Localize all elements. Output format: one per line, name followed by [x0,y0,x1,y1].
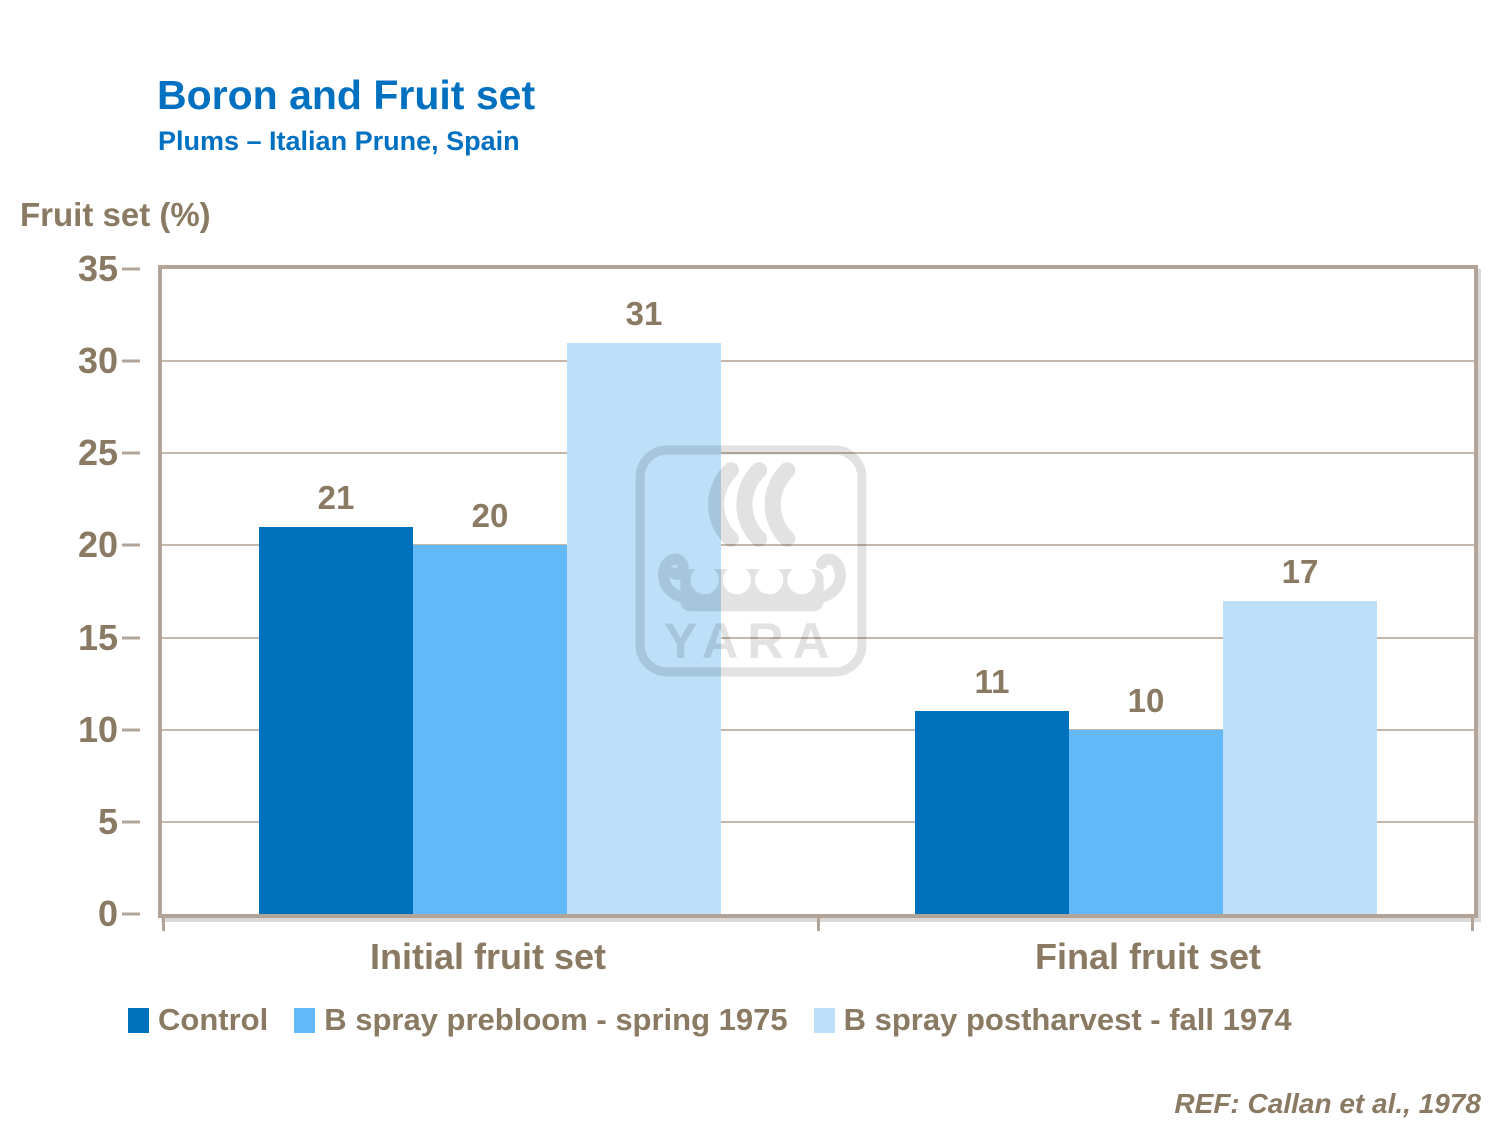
x-tick-mark-end [1471,918,1474,931]
bar-value-label: 20 [471,497,509,535]
bar-value-label: 31 [625,294,663,332]
category-label-2: Final fruit set [1034,936,1262,977]
legend-swatch-3 [813,1008,835,1033]
legend-swatch-1 [128,1008,149,1033]
y-tick-label-30: 30 [77,340,118,382]
reference-citation: REF: Callan et al., 1978 [1174,1088,1481,1119]
x-axis-category-labels: Initial fruit set Final fruit set [158,936,1478,984]
y-tick-label-5: 5 [97,800,118,842]
bar-initial-fruit-set-series-1 [259,527,413,914]
bar-final-fruit-set-series-2 [1069,729,1223,914]
plot-area: 21 20 31 11 10 17 [158,265,1478,931]
y-tick-mark-25 [122,451,140,455]
y-tick-label-0: 0 [97,893,118,934]
bar-final-fruit-set-series-1 [915,711,1069,914]
legend-label-1: Control [158,1002,269,1037]
y-tick-label-10: 10 [77,708,118,750]
bar-initial-fruit-set-series-2 [413,545,567,914]
bar-initial-fruit-set-series-3 [567,342,721,914]
legend-item-1: Control [128,1002,268,1038]
gridline-5 [162,820,1474,823]
y-tick-mark-10 [122,728,140,732]
legend-item-3: B spray postharvest - fall 1974 [813,1002,1292,1038]
gridline-25 [162,452,1474,455]
y-axis-labels: 0 5 10 15 20 25 30 35 [0,248,140,934]
legend-label-3: B spray postharvest - fall 1974 [843,1002,1292,1037]
y-tick-mark-0 [122,912,140,916]
slide-title: Boron and Fruit set [157,72,536,118]
x-tick-mark-0 [162,918,165,931]
gridline-10 [162,728,1474,731]
y-tick-mark-35 [122,267,140,271]
x-tick-mark-1 [817,918,820,931]
y-tick-mark-5 [122,820,140,824]
bar-value-label: 11 [974,663,1010,701]
legend-label-2: B spray prebloom - spring 1975 [324,1002,788,1037]
bar-value-label: 21 [317,479,355,516]
y-tick-label-35: 35 [77,248,118,289]
slide-subtitle: Plums – Italian Prune, Spain [158,126,520,156]
y-tick-mark-20 [122,543,140,547]
y-tick-mark-15 [122,636,140,640]
gridline-30 [162,360,1474,363]
y-tick-label-20: 20 [77,524,118,566]
legend-item-2: B spray prebloom - spring 1975 [294,1002,788,1038]
y-tick-label-25: 25 [77,432,118,474]
legend-swatch-2 [294,1008,316,1033]
y-tick-label-15: 15 [77,616,118,658]
y-axis-title: Fruit set (%) [20,196,211,233]
bar-value-label: 17 [1281,552,1319,590]
bar-value-label: 10 [1127,681,1165,719]
bar-final-fruit-set-series-3 [1223,600,1377,914]
y-tick-mark-30 [122,359,140,363]
category-label-1: Initial fruit set [369,936,607,977]
legend: Control B spray prebloom - spring 1975 B s… [128,1002,1488,1038]
